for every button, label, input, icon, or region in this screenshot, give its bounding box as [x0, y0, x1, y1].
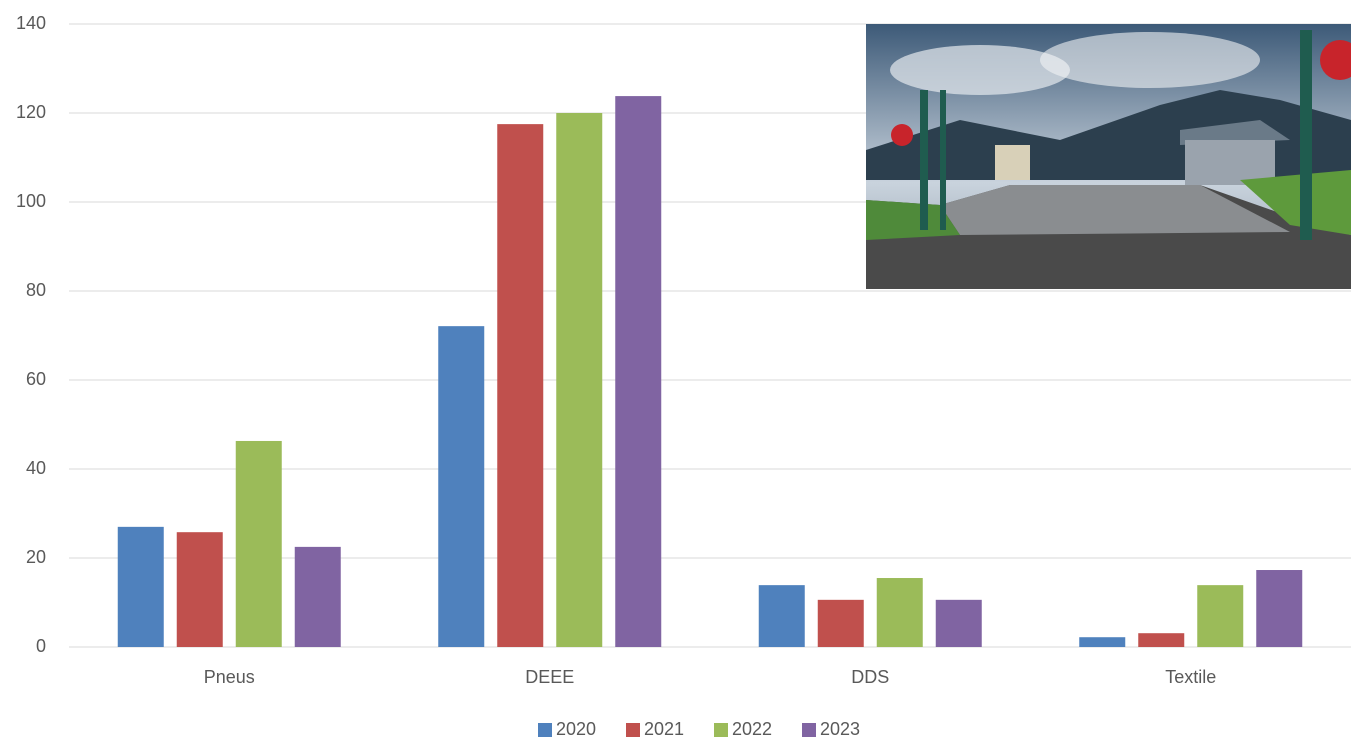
y-tick-label: 40	[26, 458, 46, 478]
y-tick-label: 60	[26, 369, 46, 389]
y-tick-label: 120	[16, 102, 46, 122]
x-tick-label: Textile	[1165, 667, 1216, 687]
bar	[117, 526, 164, 647]
x-tick-label: Pneus	[204, 667, 255, 687]
y-tick-label: 20	[26, 547, 46, 567]
bar	[758, 585, 805, 647]
bar	[1197, 585, 1244, 647]
bar	[817, 599, 864, 647]
bar	[497, 124, 544, 647]
y-tick-label: 140	[16, 13, 46, 33]
photo	[866, 24, 1351, 289]
legend-label: 2022	[732, 719, 772, 738]
bar	[176, 532, 223, 647]
legend-label: 2021	[644, 719, 684, 738]
bar	[235, 440, 282, 647]
legend-swatch	[626, 723, 640, 737]
bar	[294, 546, 341, 647]
bar	[1138, 633, 1185, 647]
y-tick-label: 0	[36, 636, 46, 656]
legend-swatch	[538, 723, 552, 737]
x-tick-label: DEEE	[525, 667, 574, 687]
y-tick-label: 100	[16, 191, 46, 211]
legend-swatch	[714, 723, 728, 737]
bar	[615, 96, 662, 648]
y-tick-label: 80	[26, 280, 46, 300]
bar	[1256, 570, 1303, 647]
bar	[438, 326, 485, 647]
bar	[1079, 637, 1126, 647]
bar	[556, 113, 603, 647]
bar	[876, 578, 923, 647]
legend-label: 2023	[820, 719, 860, 738]
x-tick-label: DDS	[851, 667, 889, 687]
legend-swatch	[802, 723, 816, 737]
bar	[935, 599, 982, 647]
legend-label: 2020	[556, 719, 596, 738]
